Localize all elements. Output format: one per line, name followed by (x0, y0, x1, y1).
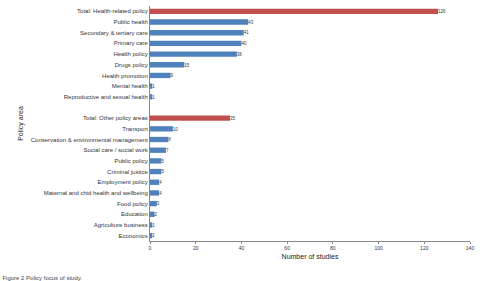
svg-text:20: 20 (193, 245, 199, 251)
svg-text:1: 1 (152, 233, 155, 238)
svg-text:Employment policy: Employment policy (97, 179, 147, 185)
svg-text:1: 1 (152, 95, 155, 100)
svg-text:2: 2 (155, 212, 158, 217)
svg-text:100: 100 (374, 245, 383, 251)
svg-text:Drugs policy: Drugs policy (115, 62, 148, 68)
svg-text:0: 0 (149, 245, 152, 251)
svg-text:Total: Health-related policy: Total: Health-related policy (77, 8, 148, 14)
svg-text:Figure 2 Policy focus of study: Figure 2 Policy focus of study. (2, 275, 82, 281)
svg-text:Primary care: Primary care (114, 40, 149, 46)
svg-text:Transport: Transport (122, 126, 148, 132)
svg-text:Public policy: Public policy (114, 158, 147, 164)
svg-text:Public health: Public health (113, 19, 147, 25)
svg-text:8: 8 (168, 137, 171, 142)
svg-text:120: 120 (420, 245, 429, 251)
svg-text:60: 60 (284, 245, 290, 251)
svg-text:Education: Education (121, 211, 148, 217)
svg-text:40: 40 (241, 41, 246, 46)
svg-text:4: 4 (159, 191, 162, 196)
svg-text:Policy area: Policy area (17, 106, 25, 141)
svg-text:126: 126 (438, 9, 446, 14)
svg-text:35: 35 (230, 116, 235, 121)
svg-text:Criminal justice: Criminal justice (107, 169, 148, 175)
svg-text:10: 10 (173, 127, 178, 132)
svg-text:3: 3 (157, 201, 160, 206)
svg-text:Conservation & environmental m: Conservation & environmental management (31, 137, 148, 143)
svg-text:Health promotion: Health promotion (102, 73, 148, 79)
svg-text:1: 1 (152, 223, 155, 228)
svg-text:Maternal and chid health and w: Maternal and chid health and wellbeing (44, 190, 148, 196)
svg-text:5: 5 (161, 159, 164, 164)
svg-text:Health policy: Health policy (113, 51, 147, 57)
svg-text:80: 80 (330, 245, 336, 251)
svg-text:Mental health: Mental health (112, 83, 148, 89)
svg-text:4: 4 (159, 180, 162, 185)
svg-text:Number of studies: Number of studies (282, 253, 339, 260)
svg-text:5: 5 (161, 169, 164, 174)
svg-text:43: 43 (248, 20, 253, 25)
svg-text:Economics: Economics (118, 233, 147, 239)
svg-text:7: 7 (166, 148, 169, 153)
svg-text:38: 38 (237, 52, 242, 57)
svg-text:140: 140 (466, 245, 475, 251)
svg-text:9: 9 (171, 73, 174, 78)
svg-text:Social care / social work: Social care / social work (83, 147, 148, 153)
svg-text:Food policy: Food policy (117, 201, 148, 207)
svg-text:Secondary & tertiary care: Secondary & tertiary care (80, 30, 148, 36)
svg-text:Total: Other policy areas: Total: Other policy areas (83, 115, 148, 121)
svg-text:15: 15 (184, 63, 189, 68)
svg-text:41: 41 (244, 30, 249, 35)
svg-text:Agriculture business: Agriculture business (94, 222, 148, 228)
svg-text:40: 40 (239, 245, 245, 251)
svg-text:Reproductive and sexual health: Reproductive and sexual health (64, 94, 148, 100)
svg-text:1: 1 (152, 84, 155, 89)
